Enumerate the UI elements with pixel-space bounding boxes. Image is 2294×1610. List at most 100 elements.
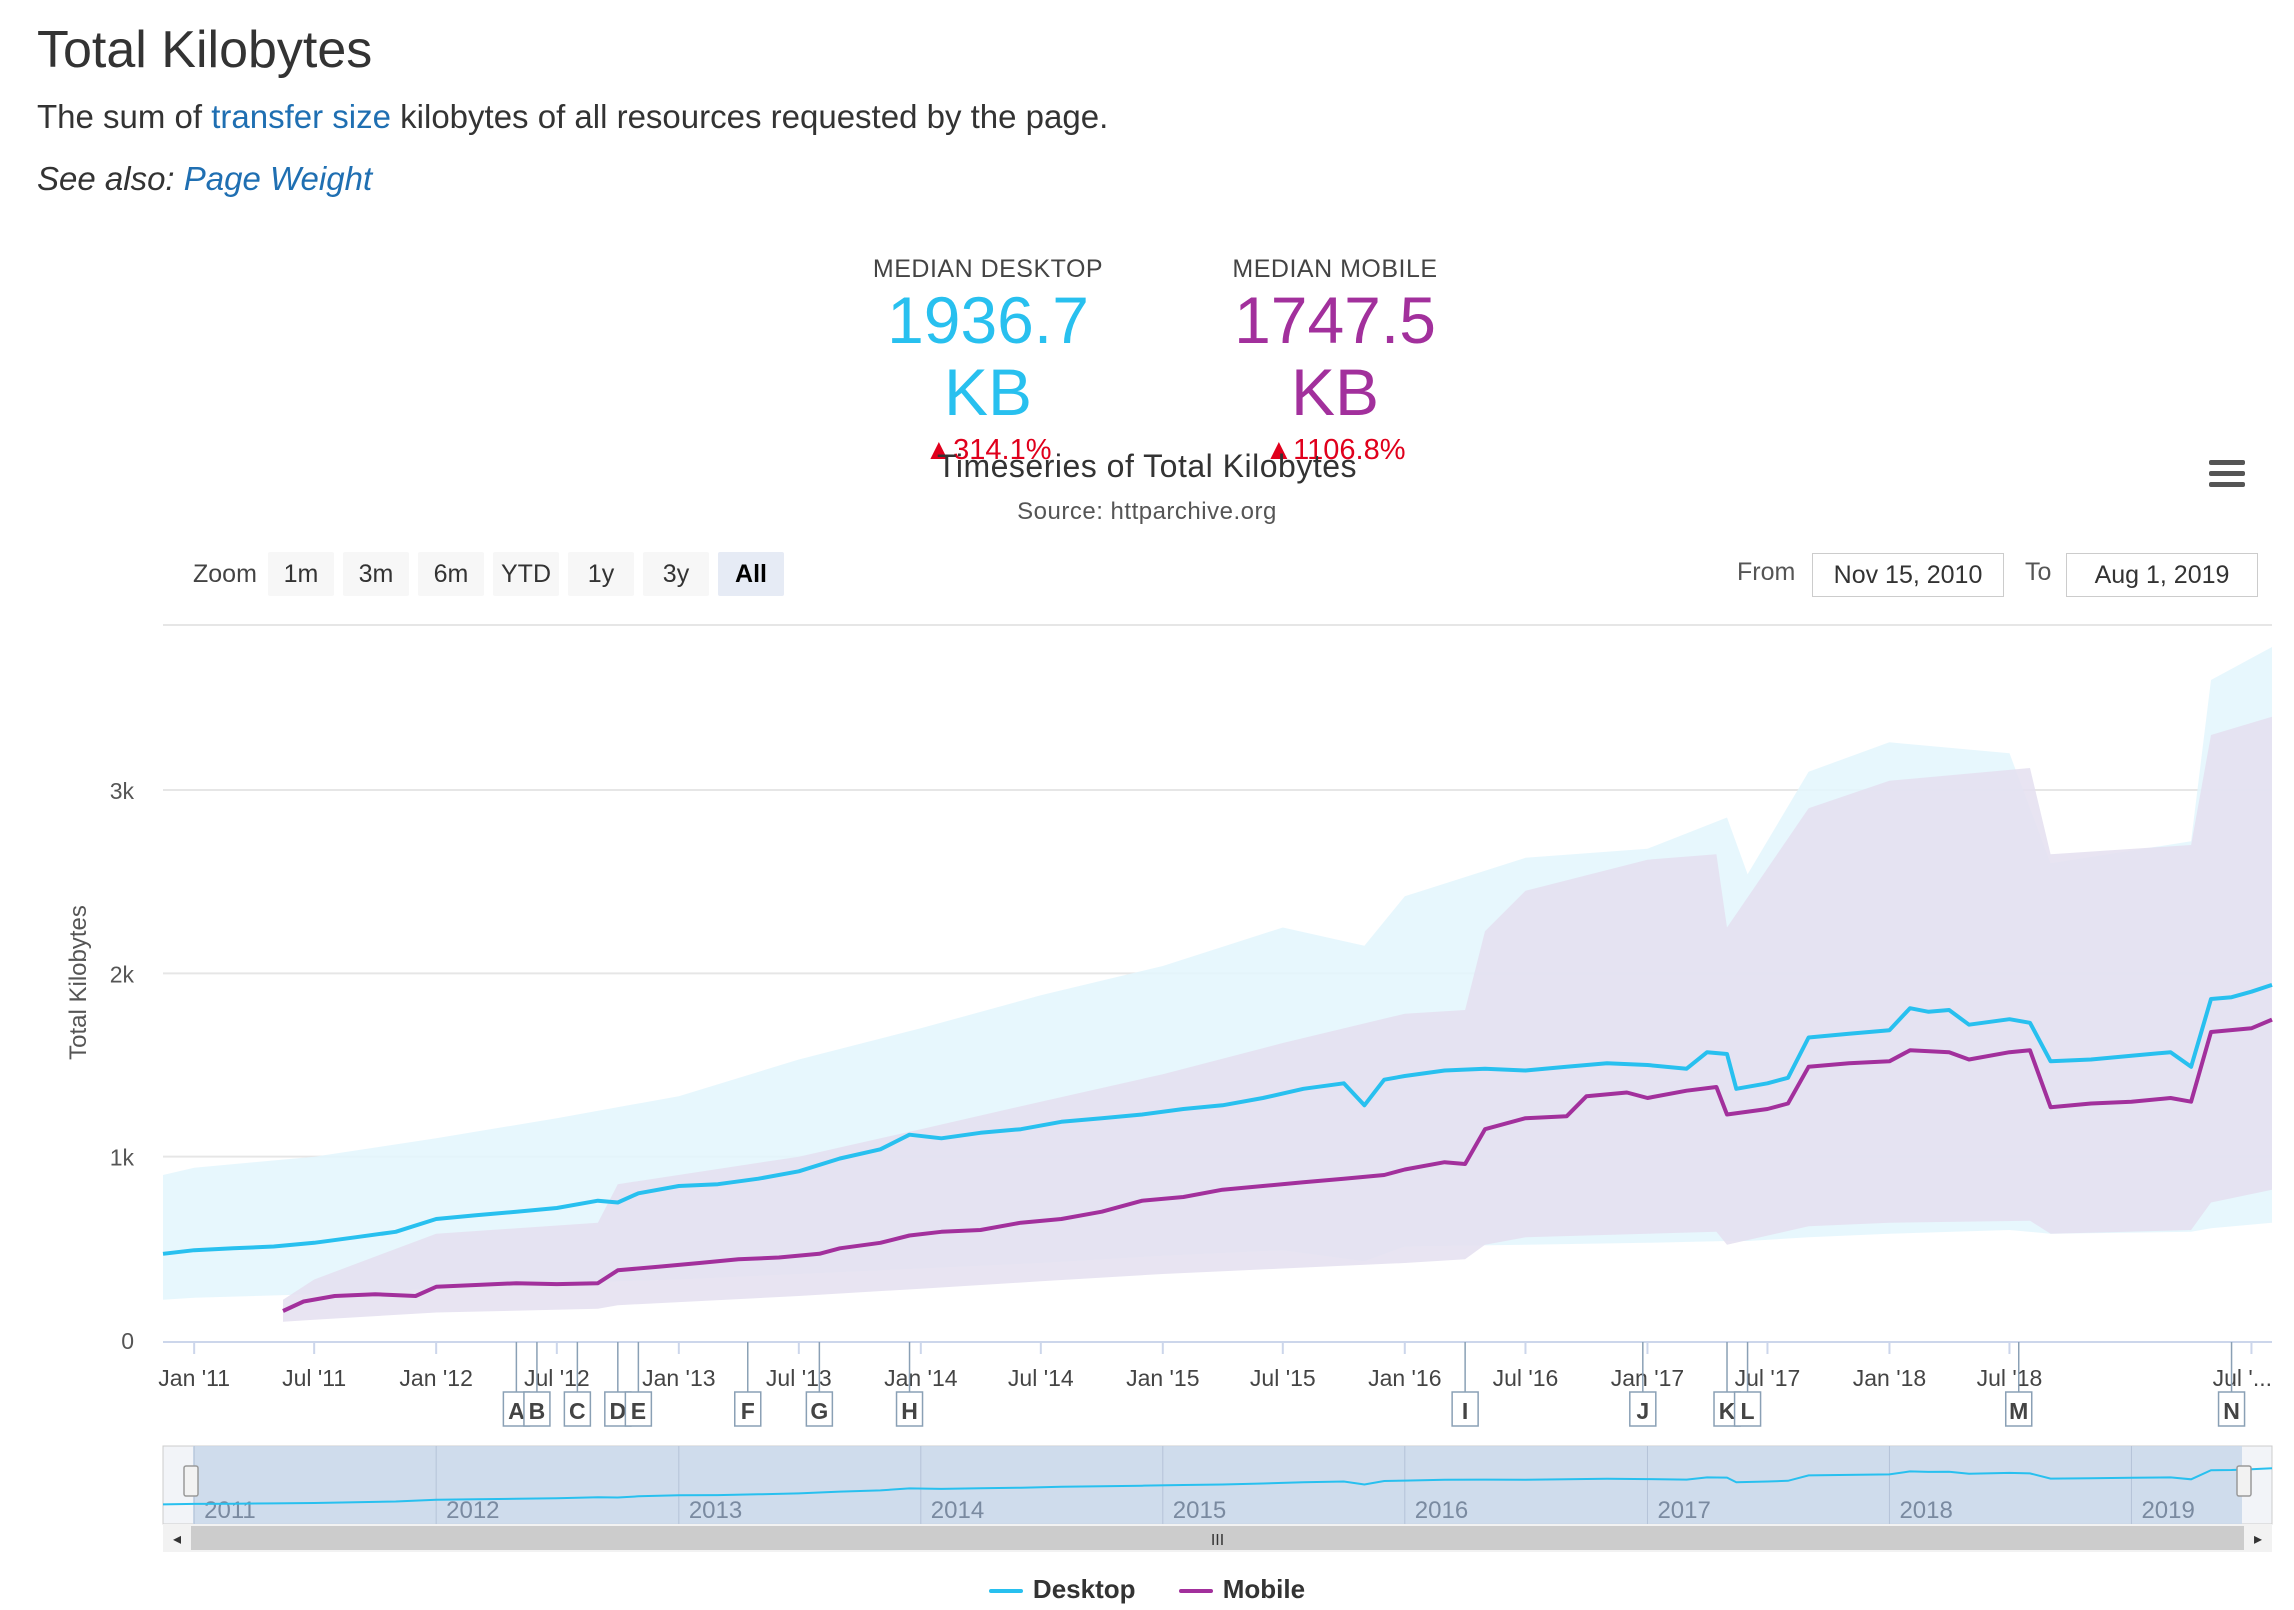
zoom-ytd-button[interactable]: YTD: [493, 552, 559, 596]
flag-box: [2004, 1391, 2033, 1427]
x-tick-label: Jul '12: [524, 1365, 590, 1391]
y-tick-label: 0: [121, 1328, 134, 1354]
x-tick-label: Jan '17: [1611, 1365, 1684, 1391]
flag-box: [624, 1391, 653, 1427]
navigator-year-label: 2014: [931, 1497, 984, 1524]
legend-item-mobile[interactable]: Mobile: [1178, 1574, 1306, 1605]
median-mobile-change: ▲1106.8%: [1264, 434, 1406, 466]
median-desktop-change: ▲314.1%: [924, 434, 1052, 466]
legend-item-desktop[interactable]: Desktop: [988, 1574, 1136, 1605]
range-from-input[interactable]: Nov 15, 2010: [1812, 553, 2004, 597]
y-tick-label: 3k: [110, 778, 135, 804]
flag-label-D: D: [610, 1398, 627, 1424]
x-tick-label: Jul '14: [1008, 1365, 1074, 1391]
x-tick-label: Jan '15: [1126, 1365, 1199, 1391]
chart-title: Timeseries of Total Kilobytes: [937, 448, 1357, 484]
flag-box: [2217, 1391, 2246, 1427]
page-weight-link[interactable]: Page Weight: [183, 160, 373, 197]
flag-box: [734, 1391, 762, 1427]
range-to-label: To: [2025, 558, 2052, 586]
range-from-label: From: [1737, 558, 1796, 586]
navigator-year-label: 2019: [2141, 1497, 2194, 1524]
flag-box: [1629, 1391, 1657, 1427]
see-also-label: See also:: [37, 160, 175, 197]
flag-label-I: I: [1462, 1398, 1468, 1424]
zoom-3m-button[interactable]: 3m: [343, 552, 409, 596]
description-suffix: kilobytes of all resources requested by …: [400, 98, 1109, 135]
flag-label-N: N: [2223, 1398, 2240, 1424]
zoom-1y-button[interactable]: 1y: [568, 552, 634, 596]
mobile-series-line: [282, 1017, 2273, 1313]
legend-desktop-label: Desktop: [1032, 1574, 1136, 1604]
median-desktop-stat: MEDIAN DESKTOP 1936.7 KB ▲314.1%: [838, 255, 1138, 467]
zoom-6m-button[interactable]: 6m: [418, 552, 484, 596]
description-prefix: The sum of: [37, 98, 203, 135]
flag-label-A: A: [508, 1398, 525, 1424]
x-tick-label: Jan '13: [642, 1365, 715, 1391]
x-tick-label: Jul '17: [1735, 1365, 1801, 1391]
y-tick-label: 1k: [110, 1145, 135, 1171]
desktop-series-line: [162, 983, 2273, 1256]
y-axis-label: Total Kilobytes: [65, 905, 92, 1060]
median-mobile-label: MEDIAN MOBILE: [1232, 255, 1438, 283]
x-tick-label: Jul '13: [766, 1365, 832, 1391]
scroll-right-arrow-icon[interactable]: ▸: [2254, 1531, 2262, 1548]
zoom-all-button[interactable]: All: [718, 552, 784, 596]
navigator-year-label: 2018: [1899, 1497, 1952, 1524]
navigator-year-label: 2013: [689, 1497, 742, 1524]
flag-label-L: L: [1741, 1398, 1755, 1424]
page-title: Total Kilobytes: [37, 21, 373, 79]
mobile-range-band: [283, 716, 2272, 1322]
flag-label-E: E: [631, 1398, 646, 1424]
flag-box: [523, 1391, 551, 1427]
y-tick-label: 2k: [110, 961, 135, 987]
legend-mobile-label: Mobile: [1222, 1574, 1306, 1604]
flag-box: [1451, 1391, 1479, 1427]
x-tick-label: Jan '11: [158, 1365, 230, 1391]
scrollbar-grip: III: [1211, 1532, 1224, 1549]
navigator-year-label: 2015: [1173, 1497, 1226, 1524]
navigator-year-label: 2011: [204, 1497, 256, 1524]
x-tick-label: Jan '14: [884, 1365, 958, 1391]
navigator-year-label: 2017: [1657, 1497, 1710, 1524]
x-tick-label: Jan '18: [1853, 1365, 1926, 1391]
chart-legend: Desktop Mobile: [0, 1574, 2294, 1605]
timeseries-chart[interactable]: 0 1k 2k 3k Total Kilobytes Jan '11 Jul '11 Jan …: [0, 600, 2294, 1570]
scrollbar-thumb[interactable]: [191, 1526, 2244, 1550]
x-tick-label: Jul '15: [1250, 1365, 1316, 1391]
navigator-year-label: 2016: [1415, 1497, 1468, 1524]
x-tick-label: Jan '16: [1368, 1365, 1441, 1391]
flag-label-F: F: [741, 1398, 755, 1424]
median-desktop-value: 1936.7 KB: [887, 283, 1089, 429]
flag-label-G: G: [810, 1398, 828, 1424]
navigator-right-handle[interactable]: [2236, 1465, 2252, 1497]
zoom-1m-button[interactable]: 1m: [268, 552, 334, 596]
median-mobile-stat: MEDIAN MOBILE 1747.5 KB ▲1106.8%: [1185, 255, 1485, 467]
navigator-series-line: [162, 1467, 2273, 1506]
flag-box: [1733, 1391, 1762, 1427]
median-mobile-value: 1747.5 KB: [1234, 283, 1436, 429]
flag-box: [563, 1391, 592, 1427]
chart-subtitle: Source: httparchive.org: [1017, 498, 1277, 525]
navigator-year-label: 2012: [446, 1497, 499, 1524]
x-tick-label: Jan '12: [399, 1365, 472, 1391]
hamburger-menu-icon[interactable]: [2209, 460, 2245, 490]
flag-box: [805, 1391, 834, 1427]
x-tick-label: Jul '11: [282, 1365, 346, 1391]
x-tick-label: Jul '16: [1493, 1365, 1559, 1391]
flag-label-J: J: [1636, 1398, 1649, 1424]
flag-label-M: M: [2009, 1398, 2028, 1424]
flag-label-K: K: [1719, 1398, 1736, 1424]
x-tick-label: Jul '...: [2213, 1365, 2272, 1391]
flag-box: [895, 1391, 924, 1427]
page-description: The sum of transfer size kilobytes of al…: [37, 98, 1108, 136]
flag-label-B: B: [529, 1398, 546, 1424]
transfer-size-link[interactable]: transfer size: [211, 98, 391, 135]
zoom-3y-button[interactable]: 3y: [643, 552, 709, 596]
navigator-left-handle[interactable]: [183, 1465, 199, 1497]
x-tick-label: Jul '18: [1977, 1365, 2043, 1391]
scroll-left-arrow-icon[interactable]: ◂: [173, 1531, 181, 1548]
median-desktop-label: MEDIAN DESKTOP: [872, 255, 1104, 283]
flag-label-H: H: [901, 1398, 918, 1424]
range-to-input[interactable]: Aug 1, 2019: [2066, 553, 2258, 597]
